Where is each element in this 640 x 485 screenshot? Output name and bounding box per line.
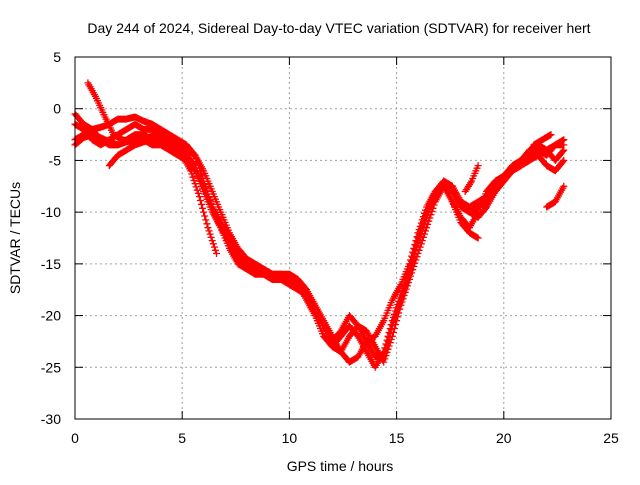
plot-border [74,56,612,420]
data-point-markers [530,131,555,149]
data-point-markers [543,182,568,211]
axis-ticks [74,56,612,420]
y-tick-label: -30 [41,411,61,427]
y-tick-label: -20 [41,308,61,324]
series-track-9 [530,131,555,149]
x-tick-label: 15 [389,430,405,446]
y-tick-label: -15 [41,256,61,272]
x-axis-label: GPS time / hours [287,458,394,474]
data-point-markers [105,136,156,170]
chart-title: Day 244 of 2024, Sidereal Day-to-day VTE… [87,20,590,36]
series-track-6 [105,136,156,170]
y-tick-label: -25 [41,359,61,375]
x-tick-label: 0 [71,430,79,446]
y-tick-label: -10 [41,204,61,220]
data-point-markers [448,198,482,242]
x-tick-label: 10 [282,430,298,446]
x-tick-label: 25 [603,430,619,446]
data-point-markers [461,162,482,195]
y-tick-label: -5 [49,152,62,168]
series-track-7 [448,198,482,242]
y-tick-label: 5 [53,49,61,65]
tick-labels: 0 5 10 15 20 25 -30 -25 -20 -15 -10 -5 0 5 [41,49,619,446]
series-track-10 [543,182,568,211]
x-tick-label: 5 [178,430,186,446]
x-tick-label: 20 [496,430,512,446]
series-track-8 [461,162,482,195]
data-points [71,79,568,371]
y-tick-label: 0 [53,101,61,117]
y-axis-label: SDTVAR / TECUs [7,182,23,294]
